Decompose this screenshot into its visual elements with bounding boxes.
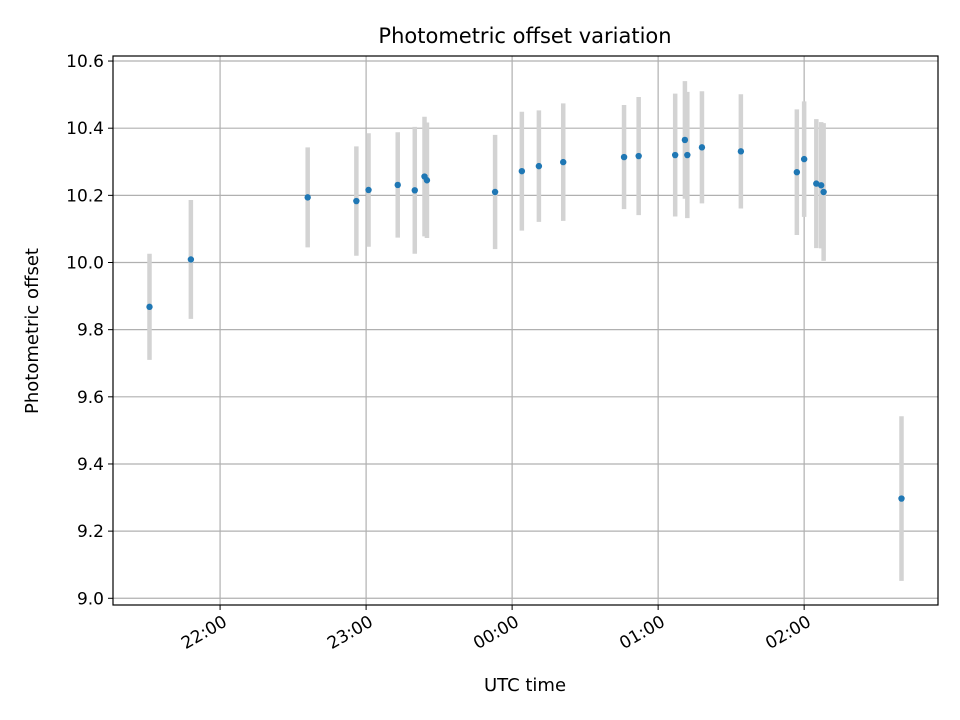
y-tick-label: 9.0	[77, 589, 104, 609]
data-point	[365, 186, 372, 194]
data-point	[518, 167, 526, 175]
data-point	[800, 155, 808, 163]
data-point	[671, 151, 679, 159]
grid	[113, 56, 938, 605]
y-axis-label: Photometric offset	[22, 248, 43, 414]
y-tick-label: 9.8	[77, 321, 104, 341]
y-tick-label: 10.6	[66, 52, 104, 72]
data-point	[813, 180, 820, 187]
y-tick-label: 9.2	[77, 522, 104, 542]
y-tick-label: 9.4	[77, 455, 104, 475]
data-point	[737, 148, 745, 155]
y-tick-label: 10.4	[66, 119, 104, 139]
data-point	[535, 162, 543, 170]
y-tick-label: 9.6	[77, 388, 104, 408]
data-point	[187, 256, 195, 263]
data-point	[898, 495, 905, 502]
data-point	[423, 177, 431, 184]
data-point	[411, 187, 418, 194]
data-point	[620, 153, 628, 161]
plot-area-frame	[112, 55, 939, 606]
data-point	[684, 151, 691, 159]
x-axis-label: UTC time	[484, 675, 566, 696]
data-point	[820, 188, 827, 196]
data-point	[146, 303, 153, 311]
y-tick-label: 10.0	[66, 254, 104, 274]
data-point	[304, 194, 311, 201]
data-point	[394, 181, 401, 189]
data-points	[146, 136, 905, 502]
data-point	[491, 188, 499, 196]
data-point	[817, 182, 825, 189]
data-point	[681, 136, 689, 144]
data-point	[560, 158, 567, 166]
chart-title: Photometric offset variation	[378, 24, 671, 48]
data-point	[635, 152, 642, 160]
data-point	[793, 168, 801, 176]
data-point	[353, 197, 360, 205]
y-tick-label: 10.2	[66, 186, 104, 206]
data-point	[698, 144, 706, 151]
